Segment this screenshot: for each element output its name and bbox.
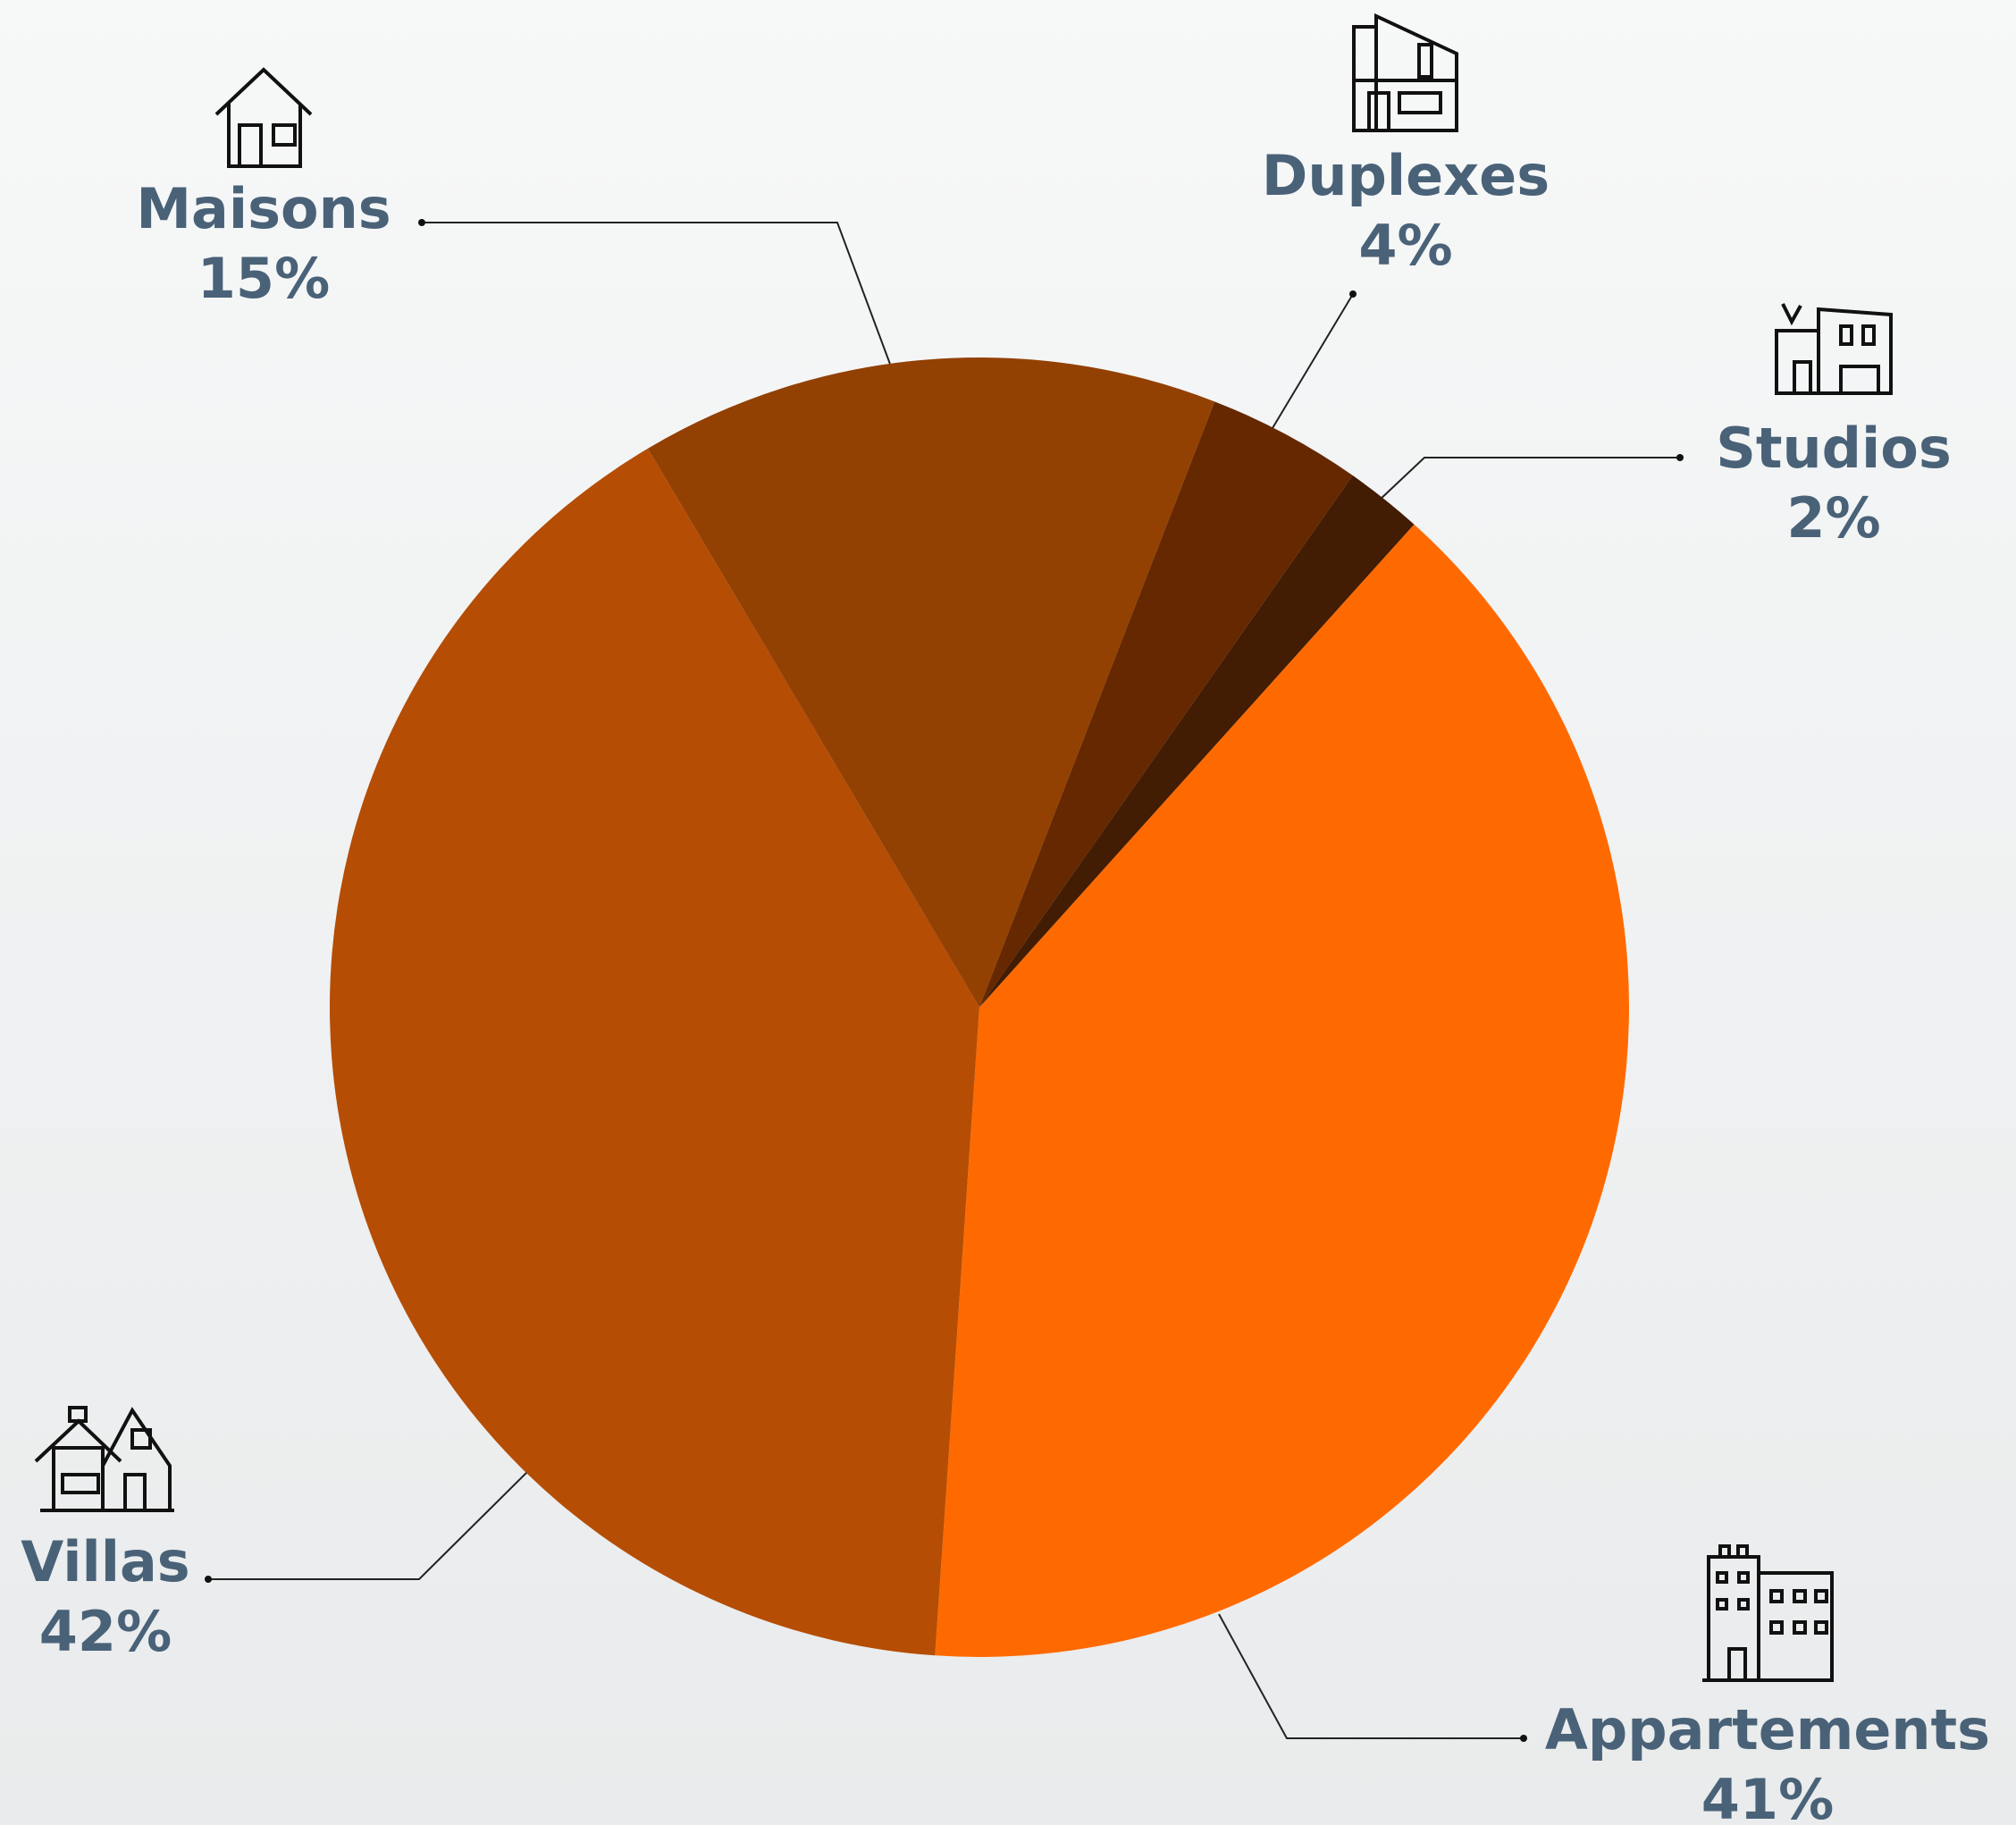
studio-icon — [1777, 304, 1891, 393]
category-label: Villas — [21, 1529, 189, 1594]
leader-dot — [1349, 290, 1357, 298]
value-label: 2% — [1786, 485, 1880, 551]
page: Appartements41% Villas42% Maisons15% Duplex… — [0, 0, 2016, 1825]
leader-line — [422, 223, 891, 366]
category-label: Appartements — [1545, 1697, 1990, 1762]
leader-line — [1273, 294, 1353, 428]
value-label: 42% — [39, 1599, 172, 1664]
leader-dot — [418, 219, 425, 226]
value-label: 15% — [197, 246, 330, 311]
category-label: Maisons — [136, 176, 391, 241]
villa-icon — [36, 1408, 174, 1510]
value-label: 41% — [1701, 1767, 1834, 1825]
leader-dot — [1520, 1735, 1527, 1742]
leader-dot — [1676, 454, 1684, 461]
leader-line — [1378, 458, 1680, 501]
leader-line — [208, 1472, 527, 1579]
leader-dot — [205, 1576, 212, 1583]
category-label: Studios — [1716, 416, 1952, 481]
apartment-icon — [1702, 1546, 1834, 1680]
value-label: 4% — [1358, 213, 1452, 278]
duplex-icon — [1354, 16, 1457, 130]
pie — [330, 357, 1629, 1657]
house-icon — [216, 70, 311, 166]
chart: Appartements41% Villas42% Maisons15% Duplex… — [0, 0, 2016, 1825]
leader-line — [1219, 1614, 1524, 1738]
category-label: Duplexes — [1262, 143, 1550, 208]
